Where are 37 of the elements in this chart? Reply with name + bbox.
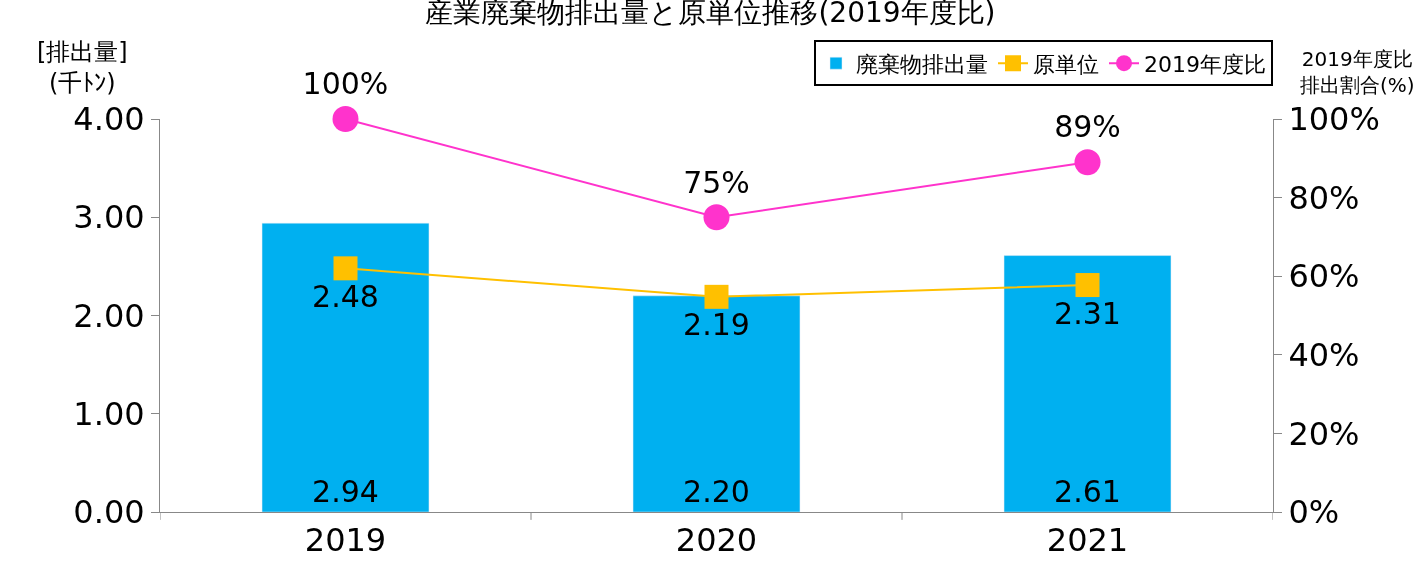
y2-axis-title: 2019年度比排出割合(%): [1300, 47, 1415, 97]
data-label: 2.20: [683, 474, 750, 509]
x-tick-label: 2020: [675, 521, 758, 560]
data-label: 89%: [1054, 109, 1121, 145]
data-label: 75%: [683, 164, 750, 200]
data-label: 100%: [302, 66, 389, 102]
y2-tick-label: 100%: [1288, 100, 1380, 139]
legend-label: 原単位: [1033, 51, 1099, 77]
point: [704, 284, 729, 309]
y2-tick-label: 40%: [1288, 336, 1360, 374]
y2-tick-label: 20%: [1288, 414, 1360, 453]
point: [333, 256, 358, 281]
data-label: 2.61: [1054, 474, 1121, 509]
y-tick-label: 2.00: [73, 296, 145, 335]
legend-label: 2019年度比: [1144, 51, 1266, 77]
bar: [1003, 255, 1172, 512]
y2-tick-label: 0%: [1288, 493, 1340, 532]
data-label: 2.19: [683, 307, 750, 343]
y2-tick-label: 60%: [1288, 257, 1360, 296]
bar: [632, 295, 801, 512]
x-tick-label: 2019: [304, 521, 387, 560]
bar: [261, 222, 430, 512]
y2-tick-label: 80%: [1288, 178, 1360, 217]
y-axis-title: [排出量] (千ﾄﾝ): [37, 38, 128, 98]
point: [1075, 273, 1100, 298]
data-label: 2.48: [312, 278, 379, 314]
y-tick-label: 3.00: [73, 198, 145, 237]
point: [332, 106, 359, 132]
point: [703, 204, 730, 231]
y-tick-label: 0.00: [73, 493, 145, 532]
y-tick-label: 1.00: [73, 394, 145, 433]
x-tick-label: 2021: [1046, 521, 1129, 560]
data-label: 2.31: [1054, 295, 1121, 331]
y-tick-label: 4.00: [73, 100, 145, 139]
point: [1074, 149, 1101, 176]
data-label: 2.94: [312, 474, 379, 509]
legend-label: 廃棄物排出量: [856, 51, 988, 77]
